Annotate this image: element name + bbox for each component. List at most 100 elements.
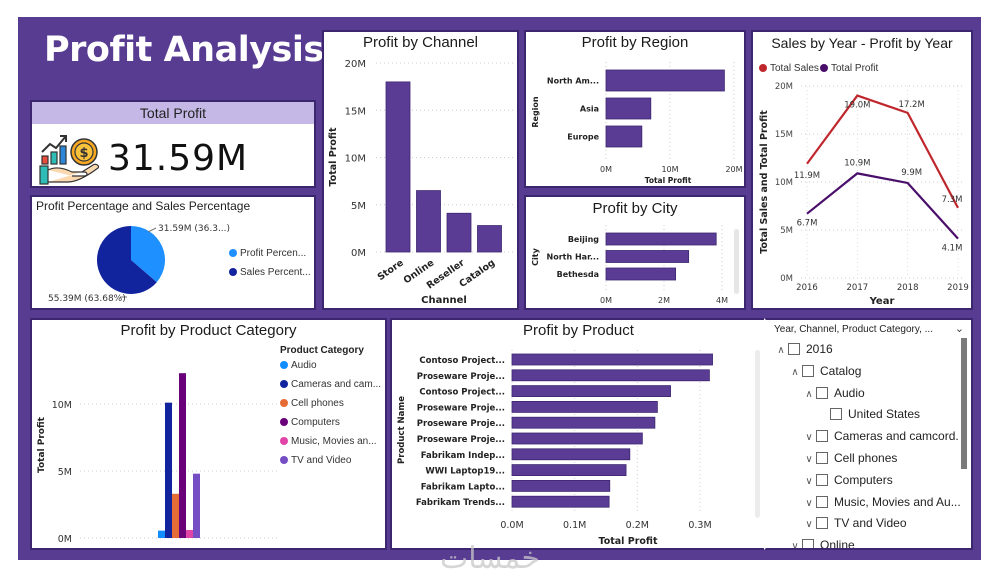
city-panel[interactable]: Profit by City 0M 2M 4M Beijing North Har...… <box>524 195 746 310</box>
chevron-down-icon[interactable]: ∨ <box>805 497 813 509</box>
legend-label: Music, Movies an... <box>291 436 377 447</box>
product-category-label: Contoso Project... <box>419 388 505 398</box>
slicer-scrollbar[interactable] <box>961 338 967 469</box>
slicer-item-label: United States <box>848 407 921 422</box>
x-axis-label: Total Profit <box>598 536 657 547</box>
chevron-down-icon[interactable]: ∨ <box>805 432 813 444</box>
chevron-down-icon[interactable]: ⌄ <box>954 323 964 335</box>
pie-legend-sales[interactable]: Sales Percent... <box>229 267 311 278</box>
product-bar <box>511 495 610 508</box>
checkbox[interactable] <box>816 473 828 486</box>
slicer-item[interactable]: ∨ TV and Video <box>802 516 906 531</box>
svg-text:$: $ <box>79 146 88 161</box>
checkbox[interactable] <box>816 430 828 443</box>
x-tick-label: 2M <box>658 296 670 305</box>
slicer-item[interactable]: ∨ Computers <box>802 473 892 487</box>
legend-dot <box>280 361 288 369</box>
legend-dot-profit <box>229 249 237 257</box>
checkbox[interactable] <box>816 495 828 508</box>
x-axis-label: Total Profit <box>645 176 692 185</box>
slicer-item[interactable]: ∧ Catalog <box>788 364 861 378</box>
data-label: 11.9M <box>794 171 820 181</box>
slicer-item[interactable]: ∨ Cell phones <box>802 451 897 465</box>
hierarchy-slicer[interactable]: Year, Channel, Product Category, ... ⌄ ∧… <box>764 318 973 550</box>
pie-leader-line <box>147 227 157 233</box>
yearly-legend-sales[interactable]: Total Sales <box>759 63 819 74</box>
checkbox[interactable] <box>830 408 842 421</box>
yearly-panel[interactable]: Sales by Year - Profit by Year Total Sal… <box>751 30 973 310</box>
product-bar <box>511 353 713 366</box>
x-axis-label: Channel <box>421 295 467 306</box>
region-panel[interactable]: Profit by Region 0M 10M 20M North Am... Asia… <box>524 30 746 188</box>
page-title: Profit Analysis <box>44 30 324 70</box>
product-bar <box>511 416 656 429</box>
yearly-title: Sales by Year - Profit by Year <box>771 35 953 51</box>
chevron-down-icon[interactable]: ∨ <box>791 541 799 550</box>
checkbox[interactable] <box>816 386 828 399</box>
chevron-up-icon[interactable]: ∧ <box>777 345 785 356</box>
slicer-item[interactable]: ∨ Online <box>788 538 855 550</box>
x-tick-label: 20M <box>725 165 742 174</box>
category-legend-item[interactable]: Cell phones <box>280 398 344 409</box>
pie-panel[interactable]: Profit Percentage and Sales Percentage 3… <box>30 195 316 310</box>
chevron-up-icon[interactable]: ∧ <box>805 388 813 400</box>
city-category-label: North Har... <box>547 253 599 262</box>
slicer-header[interactable]: Year, Channel, Product Category, ... ⌄ <box>774 323 964 335</box>
checkbox[interactable] <box>802 364 814 377</box>
pie-label-profit: 31.59M (36.3...) <box>158 224 230 234</box>
x-tick-label: 4M <box>716 296 728 305</box>
chevron-up-icon[interactable]: ∧ <box>791 366 799 378</box>
category-bar <box>172 493 179 538</box>
legend-dot <box>280 437 288 445</box>
y-axis-label: Region <box>531 96 540 128</box>
slicer-item[interactable]: ∧ Audio <box>802 386 864 400</box>
slicer-item[interactable]: United States <box>816 407 920 421</box>
pie-slice-profit <box>131 226 165 283</box>
product-scrollbar[interactable] <box>755 350 760 518</box>
bar-store <box>385 81 411 253</box>
data-label: 9.9M <box>901 168 922 178</box>
channel-panel[interactable]: Profit by Channel 20M 15M 10M 5M 0M Store Onli… <box>322 30 519 310</box>
category-legend-item[interactable]: Music, Movies an... <box>280 436 377 447</box>
bar-online <box>416 190 441 253</box>
checkbox[interactable] <box>816 452 828 464</box>
slicer-item[interactable]: ∨ Cameras and camcord. <box>802 429 958 444</box>
legend-dot-sales <box>759 64 767 72</box>
checkbox[interactable] <box>816 517 828 530</box>
chevron-down-icon[interactable]: ∨ <box>805 519 813 531</box>
city-bar <box>605 250 690 263</box>
category-legend-item[interactable]: Audio <box>280 360 317 371</box>
product-panel[interactable]: Profit by Product 0.0M 0.1M 0.2M 0.3M Contos… <box>390 318 767 550</box>
legend-label: Computers <box>291 417 340 428</box>
pie-title: Profit Percentage and Sales Percentage <box>36 199 251 213</box>
y-tick-label: 10M <box>775 178 793 188</box>
legend-dot <box>280 399 288 407</box>
data-label: 6.7M <box>797 219 818 229</box>
category-legend-item[interactable]: TV and Video <box>280 455 351 466</box>
pie-chart: 31.59M (36.3...) 55.39M (63.68%) <box>48 224 230 304</box>
category-legend-item[interactable]: Cameras and cam... <box>280 379 381 390</box>
chevron-down-icon[interactable]: ∨ <box>805 475 813 487</box>
category-bar <box>158 530 165 538</box>
pie-legend-profit[interactable]: Profit Percen... <box>229 248 306 259</box>
product-bar <box>511 369 710 382</box>
kpi-card-total-profit[interactable]: Total Profit $ 31.59M <box>30 100 316 188</box>
category-panel[interactable]: Profit by Product Category 10M 5M 0M Total … <box>30 318 387 550</box>
chevron-down-icon[interactable]: ∨ <box>805 454 813 465</box>
checkbox[interactable] <box>802 539 814 548</box>
city-scrollbar[interactable] <box>734 229 739 294</box>
x-tick-label: 0M <box>600 296 612 305</box>
legend-label: Profit Percen... <box>240 248 307 259</box>
region-bar <box>605 125 643 148</box>
checkbox[interactable] <box>788 343 800 355</box>
region-category-label: Asia <box>580 105 599 114</box>
city-title: Profit by City <box>592 200 678 217</box>
slicer-item[interactable]: ∨ Music, Movies and Au... <box>802 495 960 509</box>
slicer-item[interactable]: ∧ 2016 <box>774 342 832 356</box>
product-category-label: Proseware Proje... <box>417 372 505 382</box>
category-legend-item[interactable]: Computers <box>280 417 340 428</box>
slicer-item-label: Cell phones <box>834 451 898 465</box>
city-category-label: Bethesda <box>557 270 599 279</box>
product-bar <box>511 401 658 413</box>
yearly-legend-profit[interactable]: Total Profit <box>820 63 878 74</box>
